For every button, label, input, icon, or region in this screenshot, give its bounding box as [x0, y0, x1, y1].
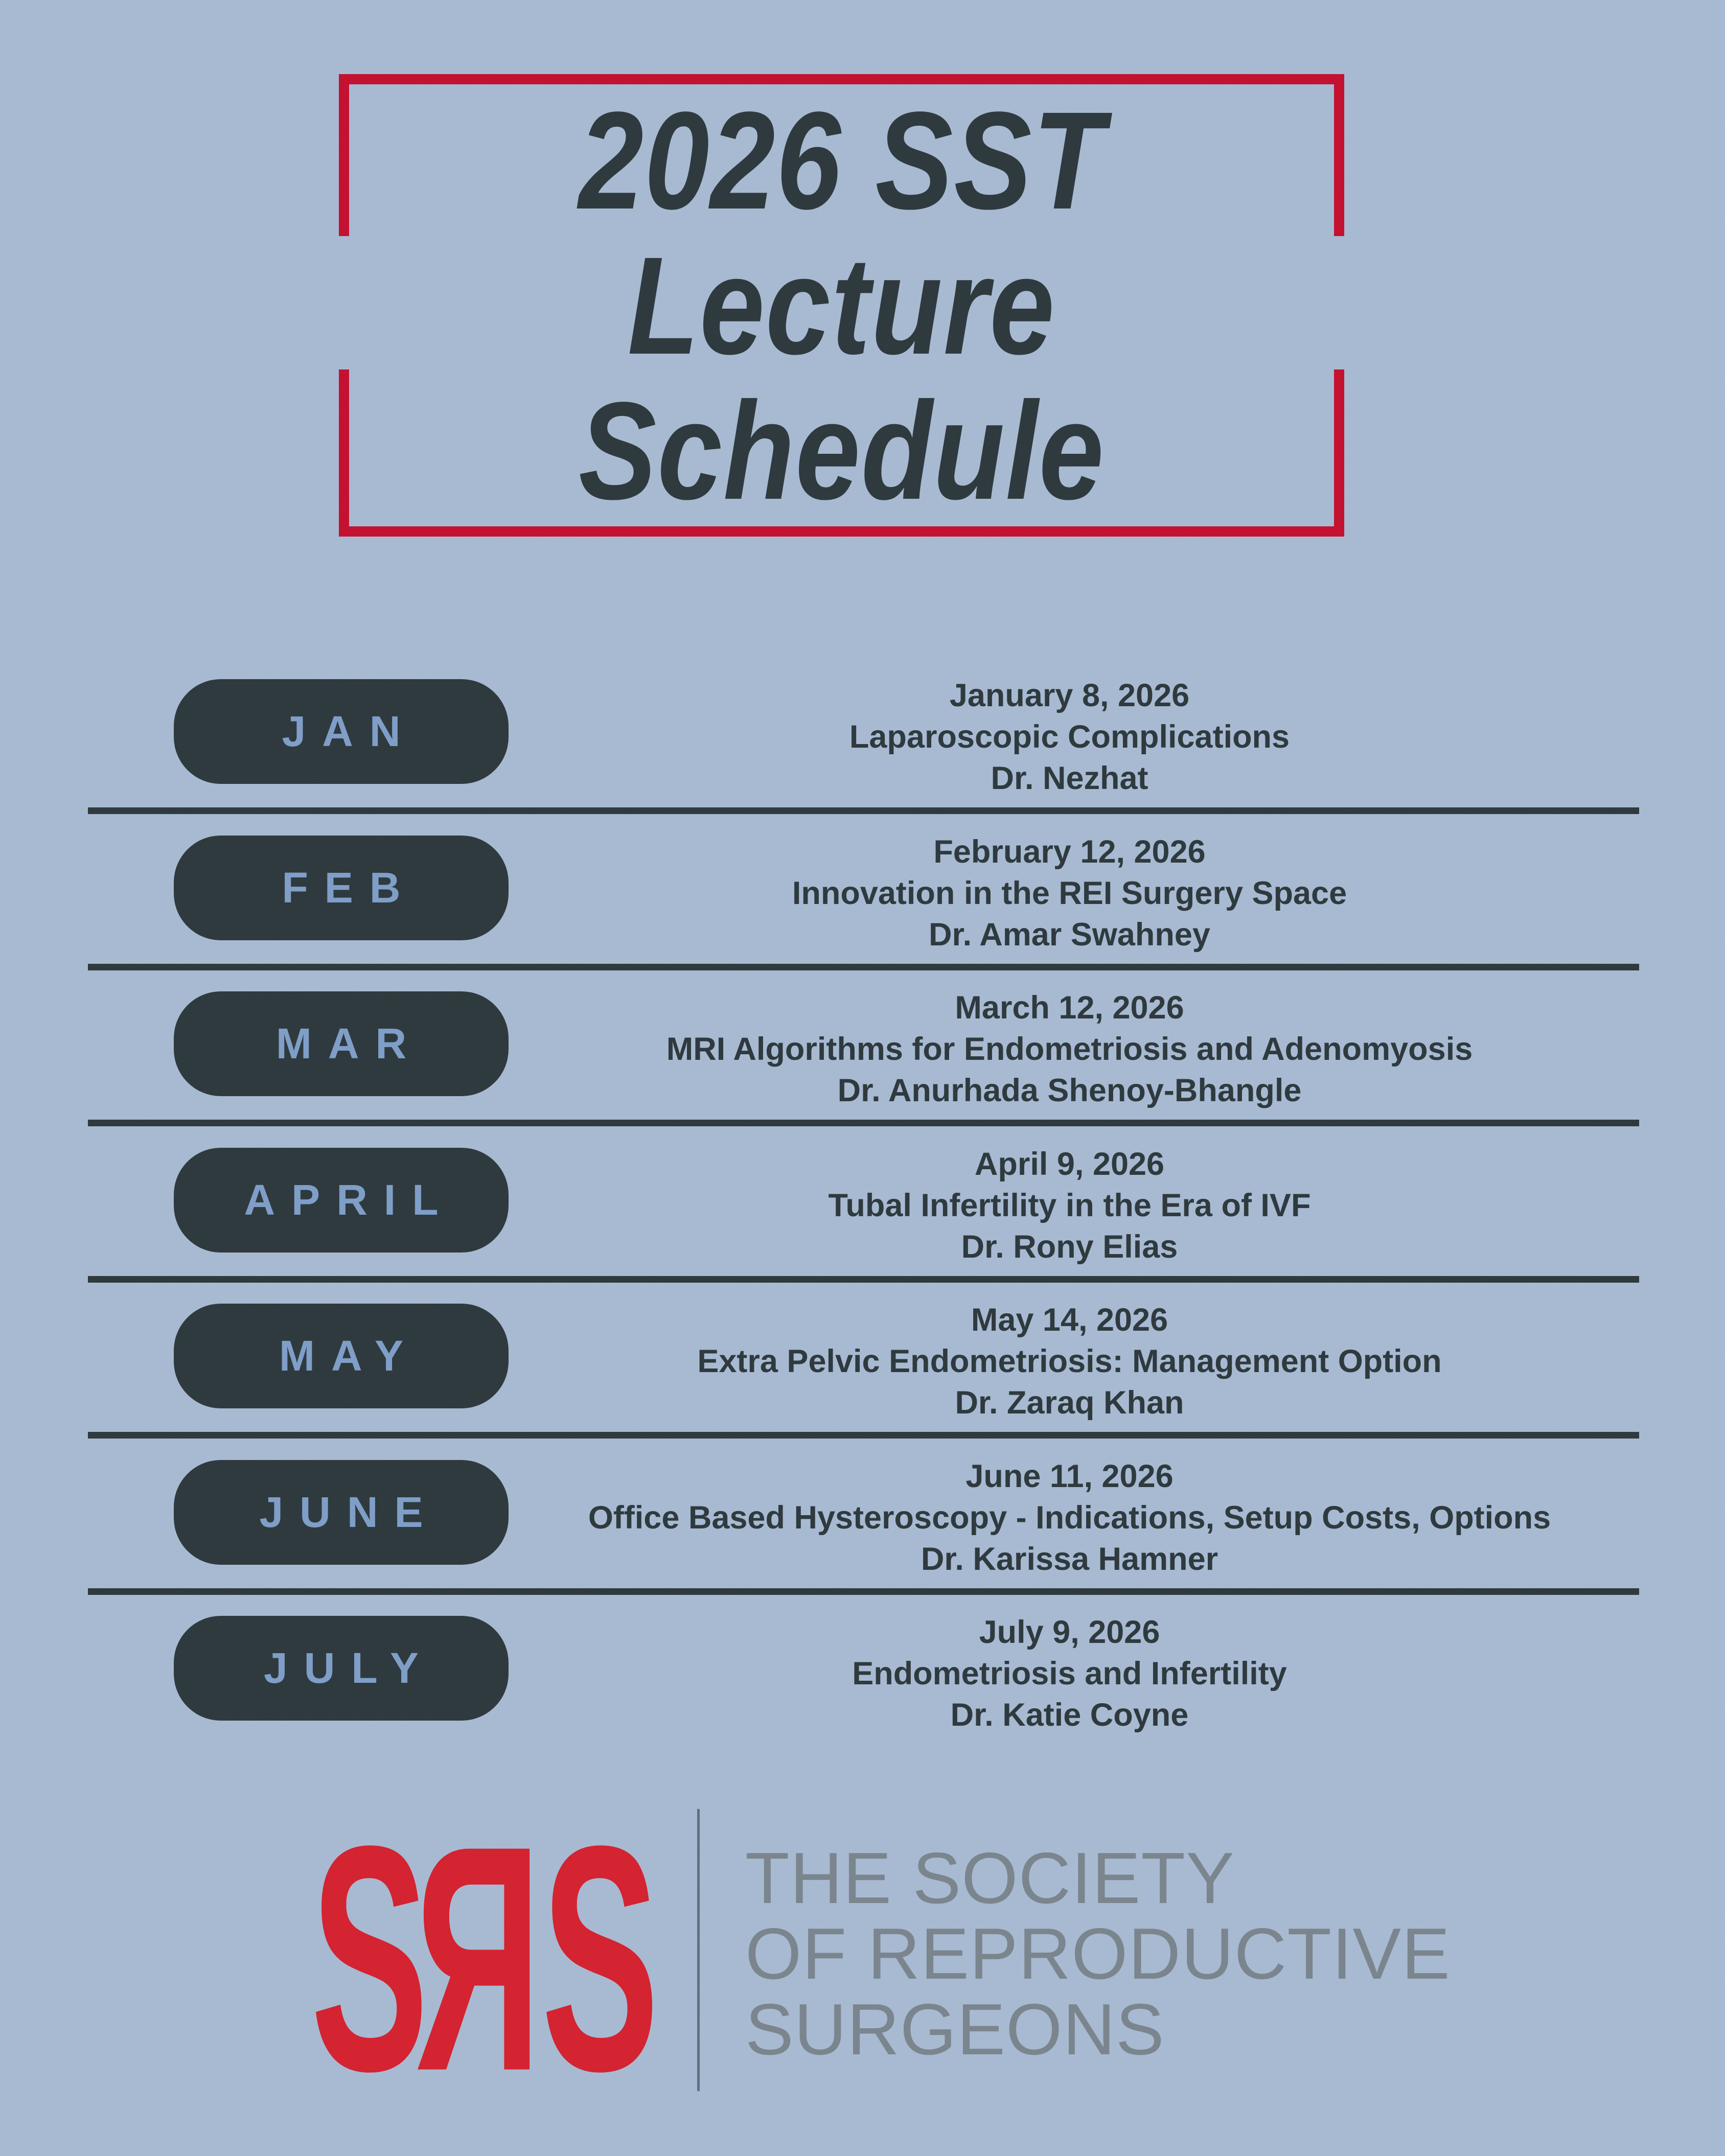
logo-divider-line — [697, 1809, 700, 2091]
schedule-row: MAY May 14, 2026 Extra Pelvic Endometrio… — [0, 1302, 1725, 1460]
lecture-topic: Innovation in the REI Surgery Space — [792, 875, 1347, 911]
lecture-details: June 11, 2026 Office Based Hysteroscopy … — [511, 1456, 1628, 1580]
row-divider — [88, 1432, 1639, 1439]
month-pill-label: MAR — [275, 1019, 423, 1068]
lecture-topic: Extra Pelvic Endometriosis: Management O… — [697, 1343, 1442, 1379]
page-title: 2026 SST Lecture Schedule — [339, 74, 1344, 537]
lecture-topic: Endometriosis and Infertility — [852, 1656, 1287, 1691]
lecture-details: February 12, 2026 Innovation in the REI … — [511, 831, 1628, 956]
schedule-row: JUNE June 11, 2026 Office Based Hysteros… — [0, 1458, 1725, 1616]
month-pill-label: APRIL — [244, 1175, 455, 1224]
month-pill: FEB — [174, 835, 509, 940]
lecture-speaker: Dr. Amar Swahney — [929, 916, 1210, 953]
month-pill-label: JAN — [282, 707, 417, 755]
title-line-1: 2026 SST — [578, 82, 1105, 238]
row-divider — [88, 1276, 1639, 1283]
lecture-details: March 12, 2026 MRI Algorithms for Endome… — [511, 987, 1628, 1111]
month-pill: JULY — [174, 1616, 509, 1721]
row-divider — [88, 1588, 1639, 1595]
lecture-details: July 9, 2026 Endometriosis and Infertili… — [511, 1612, 1628, 1736]
lecture-date: May 14, 2026 — [971, 1302, 1168, 1338]
srs-letter-r-mirrored: R — [421, 1780, 542, 2139]
lecture-topic: Office Based Hysteroscopy - Indications,… — [588, 1499, 1551, 1536]
lecture-date: April 9, 2026 — [974, 1146, 1165, 1182]
lecture-speaker: Dr. Anurhada Shenoy-Bhangle — [837, 1073, 1302, 1108]
lecture-speaker: Dr. Karissa Hamner — [921, 1541, 1218, 1577]
org-name-line-3: SURGEONS — [745, 1989, 1165, 2070]
lecture-speaker: Dr. Nezhat — [991, 760, 1148, 796]
month-pill-label: JULY — [263, 1644, 435, 1692]
lecture-details: April 9, 2026 Tubal Infertility in the E… — [511, 1144, 1628, 1268]
lecture-date: January 8, 2026 — [949, 678, 1190, 713]
title-line-2: Lecture — [627, 227, 1056, 383]
lecture-speaker: Dr. Katie Coyne — [950, 1697, 1189, 1733]
lecture-details: May 14, 2026 Extra Pelvic Endometriosis:… — [511, 1300, 1628, 1424]
schedule-row: JULY July 9, 2026 Endometriosis and Infe… — [0, 1614, 1725, 1772]
lecture-speaker: Dr. Zaraq Khan — [955, 1385, 1184, 1421]
lecture-speaker: Dr. Rony Elias — [961, 1228, 1178, 1265]
schedule-list: JAN January 8, 2026 Laparoscopic Complic… — [0, 678, 1725, 1772]
srs-letter-s1: S — [311, 1780, 428, 2139]
month-pill-label: FEB — [282, 863, 417, 912]
schedule-row: FEB February 12, 2026 Innovation in the … — [0, 834, 1725, 992]
org-name: THE SOCIETY OF REPRODUCTIVE SURGEONS — [745, 1841, 1451, 2068]
title-line-3: Schedule — [578, 373, 1105, 528]
row-divider — [88, 1120, 1639, 1126]
schedule-row: APRIL April 9, 2026 Tubal Infertility in… — [0, 1146, 1725, 1304]
month-pill: JAN — [174, 679, 509, 784]
month-pill: APRIL — [174, 1147, 509, 1253]
lecture-date: March 12, 2026 — [955, 990, 1184, 1026]
org-name-line-2: OF REPRODUCTIVE — [745, 1913, 1451, 1995]
month-pill: MAR — [174, 991, 509, 1096]
month-pill: JUNE — [174, 1459, 509, 1565]
org-name-line-1: THE SOCIETY — [745, 1838, 1235, 1919]
schedule-row: JAN January 8, 2026 Laparoscopic Complic… — [0, 678, 1725, 836]
srs-letter-s2: S — [541, 1780, 659, 2139]
row-divider — [88, 807, 1639, 814]
lecture-topic: MRI Algorithms for Endometriosis and Ade… — [666, 1031, 1473, 1067]
lecture-date: February 12, 2026 — [933, 833, 1206, 870]
lecture-topic: Laparoscopic Complications — [849, 719, 1290, 755]
lecture-date: June 11, 2026 — [965, 1458, 1174, 1494]
row-divider — [88, 963, 1639, 970]
title-box: 2026 SST Lecture Schedule — [339, 74, 1344, 537]
lecture-details: January 8, 2026 Laparoscopic Complicatio… — [511, 675, 1628, 799]
lecture-topic: Tubal Infertility in the Era of IVF — [828, 1187, 1311, 1223]
schedule-row: MAR March 12, 2026 MRI Algorithms for En… — [0, 990, 1725, 1148]
month-pill: MAY — [174, 1304, 509, 1408]
month-pill-label: MAY — [279, 1332, 420, 1380]
srs-logo: SRS — [311, 1780, 659, 2139]
month-pill-label: JUNE — [259, 1488, 440, 1536]
lecture-date: July 9, 2026 — [979, 1614, 1160, 1650]
